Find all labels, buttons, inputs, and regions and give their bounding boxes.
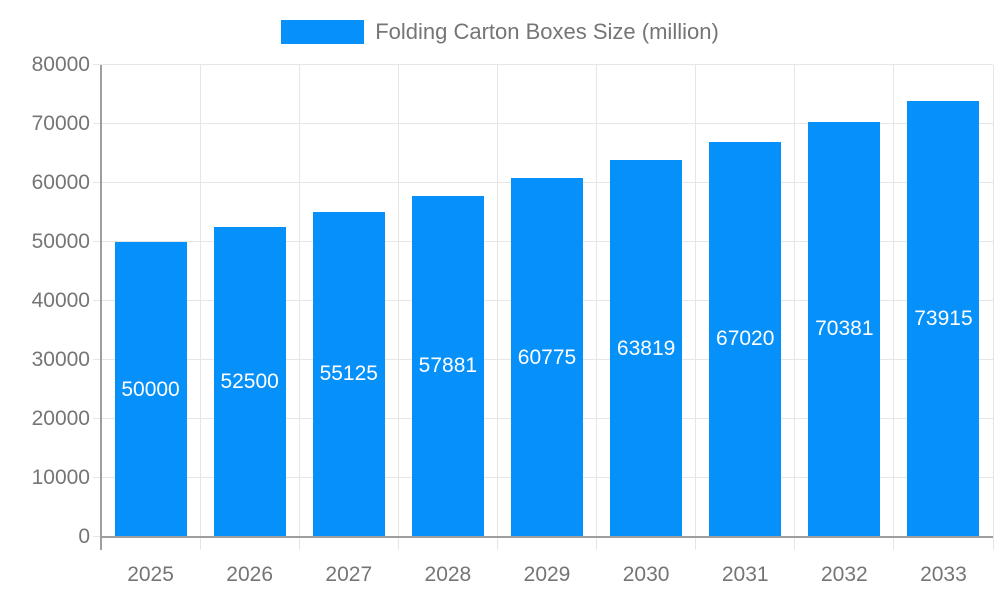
y-axis-tick	[93, 477, 101, 478]
y-axis-label: 60000	[31, 171, 90, 194]
bar: 57881	[411, 195, 484, 537]
v-gridline	[199, 65, 201, 550]
bar: 63819	[610, 160, 683, 537]
bar: 67020	[709, 141, 782, 537]
bar-value-label: 55125	[319, 362, 378, 386]
v-gridline	[695, 65, 697, 550]
v-gridline	[397, 65, 399, 550]
y-axis-label: 10000	[31, 466, 90, 489]
x-axis-label: 2027	[325, 563, 373, 586]
legend: Folding Carton Boxes Size (million)	[0, 20, 1000, 44]
y-axis-tick	[93, 64, 101, 65]
bar-value-label: 50000	[121, 377, 180, 401]
bar: 70381	[808, 121, 881, 537]
bar: 60775	[511, 178, 583, 537]
x-axis-line	[101, 536, 993, 538]
bar-value-label: 52500	[220, 370, 279, 394]
y-axis-tick	[93, 359, 101, 360]
v-gridline	[596, 65, 598, 550]
bar-value-label: 63819	[616, 336, 676, 360]
x-axis-label: 2033	[920, 563, 967, 586]
bar: 50000	[114, 242, 187, 537]
v-gridline	[496, 65, 498, 550]
y-axis-label: 20000	[31, 407, 90, 430]
y-axis-label: 30000	[31, 348, 90, 371]
bar-value-label: 67020	[716, 327, 775, 351]
x-axis-label: 2030	[622, 563, 670, 586]
y-axis-label: 70000	[31, 112, 90, 135]
y-axis-tick	[93, 300, 101, 301]
bar-value-label: 70381	[815, 317, 874, 341]
h-gridline	[101, 64, 993, 65]
y-axis-label: 50000	[31, 230, 90, 253]
bar: 52500	[213, 227, 286, 537]
bar: 55125	[312, 211, 385, 537]
legend-swatch	[281, 20, 365, 44]
bar-value-label: 57881	[418, 354, 478, 378]
v-gridline	[893, 65, 895, 550]
y-axis-tick	[93, 182, 101, 183]
y-axis-tick	[93, 536, 101, 537]
x-axis-label: 2026	[226, 563, 274, 586]
v-gridline	[992, 65, 994, 550]
y-axis-label: 80000	[31, 53, 90, 76]
x-axis-label: 2025	[127, 563, 174, 586]
v-gridline	[794, 65, 796, 550]
y-axis-label: 40000	[31, 289, 90, 312]
y-axis-line	[99, 65, 102, 550]
y-axis-label: 0	[78, 525, 90, 548]
y-axis-tick	[93, 418, 101, 419]
bar-value-label: 60775	[517, 345, 577, 369]
x-axis-label: 2028	[424, 563, 472, 586]
bar-value-label: 73915	[914, 306, 973, 330]
x-axis-label: 2031	[721, 563, 769, 586]
v-gridline	[298, 65, 300, 550]
y-axis-tick	[93, 123, 101, 124]
x-axis-label: 2029	[523, 563, 571, 586]
legend-label: Folding Carton Boxes Size (million)	[375, 19, 719, 44]
y-axis-tick	[93, 241, 101, 242]
x-axis-label: 2032	[820, 563, 868, 586]
h-gridline	[101, 123, 993, 124]
bar: 73915	[907, 100, 980, 537]
